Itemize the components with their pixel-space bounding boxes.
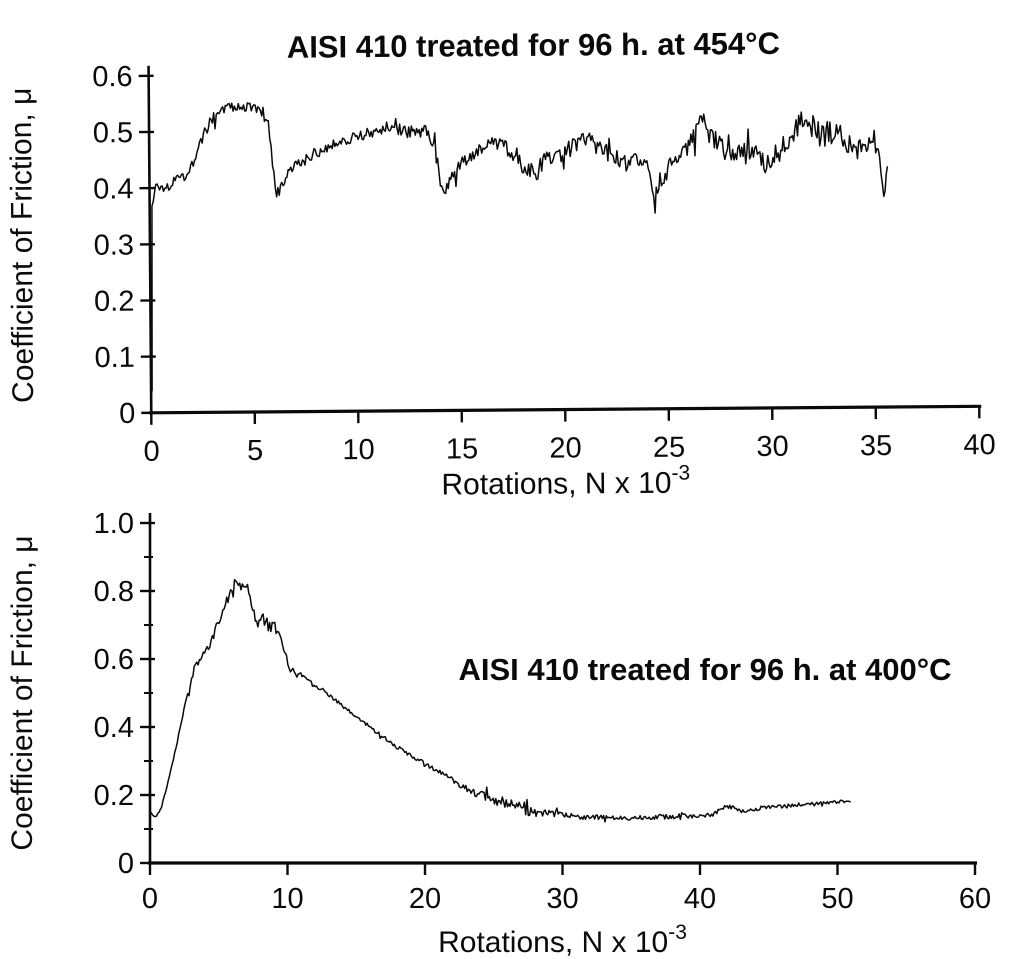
x-tick-label: 30 [546, 883, 578, 915]
x-axis-label: Rotations, N x 10-3 [438, 921, 687, 959]
chart-top-454c: 0 5 10 15 20 25 30 35 40 0 0.1 0.2 0.3 0.4 0.5 0.6 Coeff… [5, 26, 996, 502]
y-tick-label: 0.4 [94, 712, 134, 744]
y-tick-label: 0.3 [94, 229, 135, 261]
y-tick-label: 0 [118, 848, 134, 880]
x-tick-label: 60 [959, 883, 991, 915]
y-tick-label: 0.6 [92, 61, 133, 93]
y-tick-label: 0.5 [93, 117, 134, 149]
x-tick-label: 5 [247, 435, 263, 467]
x-tick-label: 50 [821, 883, 853, 915]
x-tick-label: 20 [549, 432, 582, 464]
x-tick-label: 30 [756, 431, 789, 463]
friction-data-trace [149, 578, 852, 823]
y-tick-label: 0.2 [94, 286, 135, 318]
y-axis-label: Coefficient of Friction, μ [5, 88, 40, 403]
friction-data-trace [151, 102, 889, 392]
y-tick-label: 0.8 [94, 576, 134, 608]
y-tick-label: 0.4 [93, 173, 134, 205]
x-tick-label: 15 [446, 433, 479, 465]
y-tick-label: 0.1 [94, 342, 135, 374]
x-tick-label: 0 [143, 436, 159, 468]
y-tick-label: 1.0 [94, 508, 134, 540]
x-tick-label: 40 [963, 429, 996, 461]
x-tick-label: 10 [342, 434, 375, 466]
x-tick-label: 20 [409, 883, 441, 915]
chart-title: AISI 410 treated for 96 h. at 454°C [287, 26, 780, 65]
y-tick-label: 0.2 [94, 780, 134, 812]
y-axis [147, 65, 153, 414]
y-tick-label: 0.6 [94, 644, 134, 676]
x-tick-label: 25 [653, 432, 686, 464]
chart-bottom-400c: 0 10 20 30 40 50 60 0 0.2 0.4 0.6 0.8 1.0 Coefficient… [6, 508, 991, 959]
x-tick-label: 0 [142, 883, 158, 915]
y-tick-label: 0 [119, 398, 135, 430]
x-axis-label: Rotations, N x 10-3 [441, 462, 690, 502]
x-tick-label: 10 [271, 883, 303, 915]
chart-annotation: AISI 410 treated for 96 h. at 400°C [458, 652, 951, 687]
y-axis-label: Coefficient of Friction, μ [6, 535, 39, 850]
x-tick-label: 40 [684, 883, 716, 915]
x-tick-label: 35 [860, 430, 893, 462]
